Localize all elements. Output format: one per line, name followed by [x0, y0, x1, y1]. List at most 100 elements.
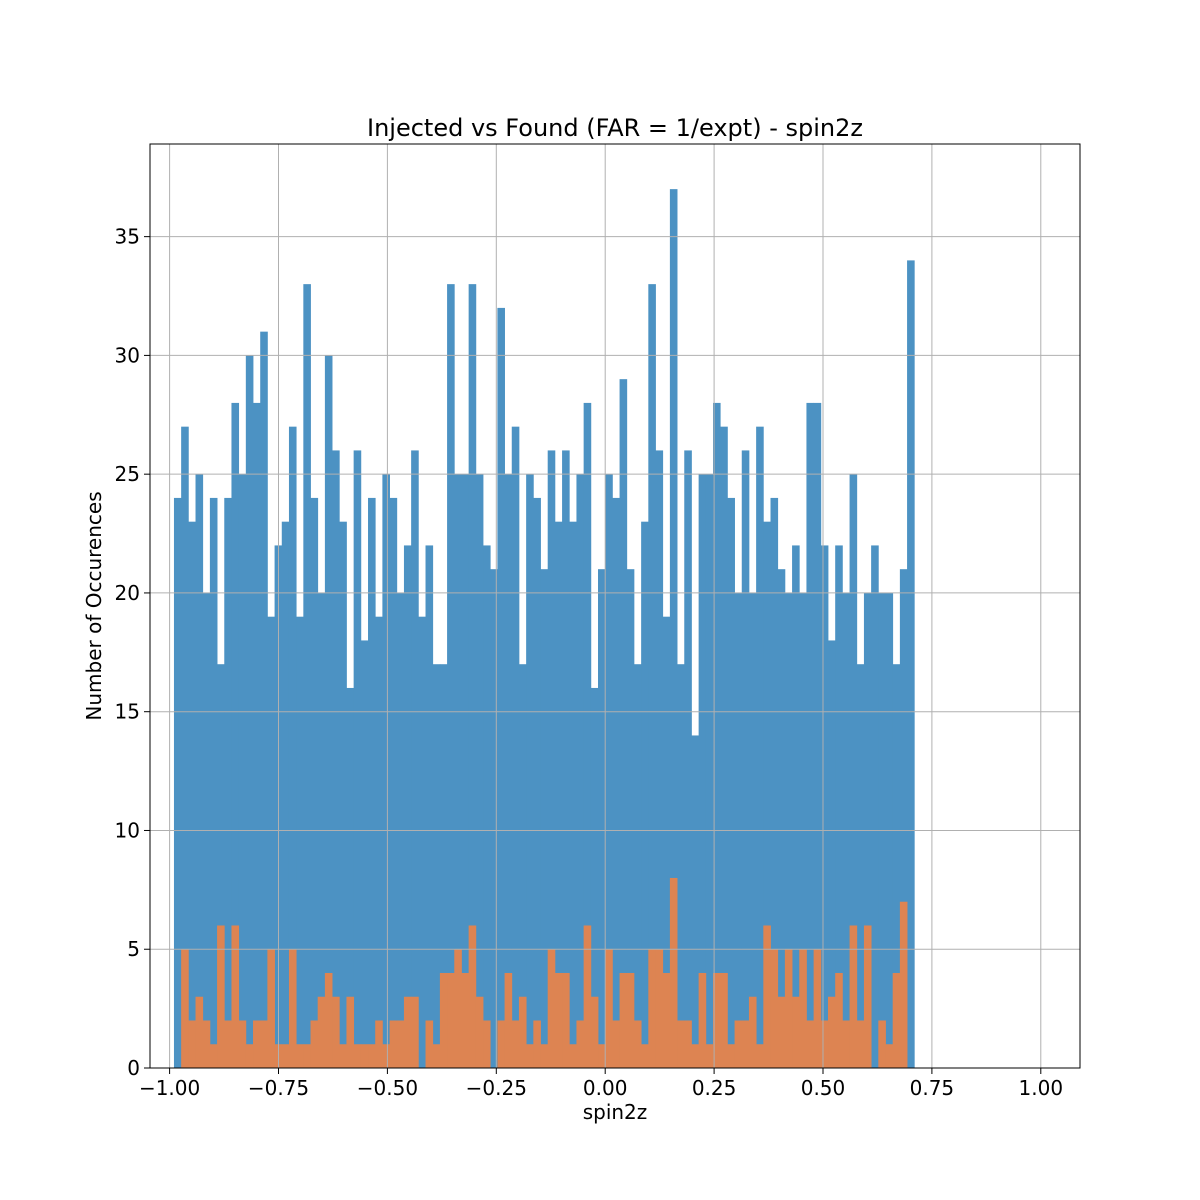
x-tick-label-4: 0.00 — [583, 1076, 628, 1100]
bar-series-0-bin-64 — [633, 664, 642, 1068]
bar-series-1-bin-69 — [669, 877, 678, 1068]
bar-series-1-bin-61 — [612, 1020, 620, 1068]
bar-series-1-bin-78 — [734, 1020, 743, 1068]
bar-series-1-bin-82 — [763, 925, 771, 1068]
bar-series-1-bin-24 — [346, 996, 355, 1068]
bar-series-0-bin-1 — [181, 426, 189, 1068]
bar-series-0-bin-12 — [260, 331, 268, 1068]
bar-series-0-bin-95 — [856, 664, 865, 1068]
bar-series-0-bin-8 — [231, 402, 240, 1068]
y-tick-label-1: 5 — [127, 937, 140, 961]
y-tick-label-3: 15 — [115, 700, 140, 724]
bar-series-0-bin-49 — [526, 474, 534, 1068]
bar-series-1-bin-96 — [863, 925, 872, 1068]
bar-series-0-bin-33 — [411, 450, 419, 1068]
chart-title: Injected vs Found (FAR = 1/expt) - spin2… — [367, 114, 863, 142]
bar-series-1-bin-25 — [353, 1044, 362, 1068]
bar-series-1-bin-36 — [432, 1044, 441, 1068]
bar-series-0-bin-25 — [353, 450, 362, 1068]
bar-series-0-bin-56 — [576, 474, 585, 1068]
x-axis: −1.00 −0.75 −0.50 −0.25 0.00 0.25 0.50 0.75 1.00 — [139, 1068, 1063, 1100]
x-tick-label-3: −0.25 — [466, 1076, 527, 1100]
plot-frame — [149, 143, 1081, 1069]
bar-series-0-bin-62 — [619, 379, 628, 1068]
bar-series-1-bin-67 — [655, 949, 664, 1068]
bar-series-1-bin-72 — [691, 1044, 700, 1068]
y-tick-label-2: 10 — [115, 818, 140, 842]
bar-series-0-bin-67 — [655, 450, 664, 1068]
bar-series-0-bin-57 — [583, 402, 592, 1068]
bar-series-1-bin-90 — [820, 1020, 829, 1068]
bar-series-0-bin-39 — [454, 474, 462, 1068]
x-tick-label-2: −0.50 — [357, 1076, 418, 1100]
bar-series-1-bin-62 — [619, 972, 628, 1068]
bar-series-1-bin-23 — [339, 1044, 347, 1068]
bar-series-1-bin-101 — [899, 901, 908, 1068]
bar-series-0-bin-22 — [332, 450, 340, 1068]
bar-series-1-bin-38 — [447, 972, 455, 1068]
bar-series-0-bin-47 — [511, 426, 520, 1068]
bar-series-1-bin-83 — [770, 949, 779, 1068]
bar-series-1-bin-7 — [224, 1020, 232, 1068]
bar-series-1-bin-42 — [475, 996, 484, 1068]
y-axis: 0 5 10 15 20 25 30 35 — [115, 225, 150, 1080]
x-tick-label-8: 1.00 — [1019, 1076, 1064, 1100]
bar-series-0-bin-97 — [871, 545, 879, 1068]
bar-series-1-bin-70 — [677, 1020, 685, 1068]
bar-series-0-bin-18 — [303, 284, 311, 1068]
bar-series-1-bin-71 — [684, 1020, 692, 1068]
bar-series-0-bin-63 — [626, 569, 635, 1068]
bar-series-0-bin-0 — [173, 497, 182, 1068]
y-tick-label-7: 35 — [115, 225, 140, 249]
x-tick-label-7: 0.75 — [910, 1076, 955, 1100]
bar-series-1-bin-37 — [439, 972, 448, 1068]
bar-series-0-bin-100 — [892, 664, 901, 1068]
y-tick-label-0: 0 — [127, 1056, 140, 1080]
bar-series-0-bin-72 — [691, 735, 700, 1068]
bar-series-1-bin-91 — [828, 996, 836, 1068]
bar-series-0-bin-51 — [540, 569, 549, 1068]
x-axis-label: spin2z — [583, 1100, 648, 1124]
bar-series-1-bin-19 — [310, 1020, 319, 1068]
bar-series-0-bin-66 — [648, 284, 656, 1068]
y-tick-label-4: 20 — [115, 581, 140, 605]
bar-series-1-bin-73 — [698, 972, 707, 1068]
bar-series-1-bin-20 — [317, 996, 326, 1068]
bar-series-0-bin-91 — [828, 640, 836, 1068]
series-1 — [181, 877, 908, 1068]
bar-series-0-bin-54 — [562, 450, 570, 1068]
bar-series-1-bin-45 — [497, 1020, 505, 1068]
bar-series-0-bin-42 — [475, 474, 484, 1068]
bar-series-0-bin-16 — [288, 426, 297, 1068]
bar-series-0-bin-83 — [770, 497, 779, 1068]
bar-series-0-bin-46 — [504, 474, 513, 1068]
bar-series-0-bin-81 — [756, 426, 764, 1068]
bar-series-0-bin-53 — [554, 521, 563, 1068]
bar-series-0-bin-77 — [727, 497, 735, 1068]
bar-series-0-bin-82 — [763, 521, 771, 1068]
bar-series-1-bin-64 — [633, 1020, 642, 1068]
bar-series-1-bin-94 — [849, 925, 858, 1068]
bar-series-1-bin-52 — [547, 949, 556, 1068]
bar-series-0-bin-23 — [339, 521, 347, 1068]
bar-series-0-bin-101 — [899, 569, 908, 1068]
bar-series-1-bin-50 — [533, 1020, 541, 1068]
bar-series-1-bin-49 — [526, 1044, 534, 1068]
bar-series-1-bin-56 — [576, 1020, 585, 1068]
bar-series-0-bin-15 — [281, 521, 290, 1068]
bar-series-0-bin-68 — [662, 616, 671, 1068]
bar-series-1-bin-35 — [425, 1020, 434, 1068]
bar-series-0-bin-55 — [569, 521, 577, 1068]
bar-series-0-bin-29 — [382, 474, 390, 1068]
bar-series-0-bin-73 — [698, 474, 707, 1068]
bar-series-1-bin-58 — [590, 996, 599, 1068]
bar-series-1-bin-46 — [504, 972, 513, 1068]
bar-series-0-bin-79 — [741, 450, 750, 1068]
bar-series-0-bin-34 — [418, 616, 426, 1068]
x-tick-label-6: 0.50 — [801, 1076, 846, 1100]
bar-series-0-bin-69 — [669, 189, 678, 1068]
bar-series-1-bin-39 — [454, 949, 462, 1068]
bar-series-1-bin-65 — [641, 1044, 649, 1068]
bar-series-0-bin-11 — [253, 402, 261, 1068]
bar-series-0-bin-92 — [835, 545, 843, 1068]
